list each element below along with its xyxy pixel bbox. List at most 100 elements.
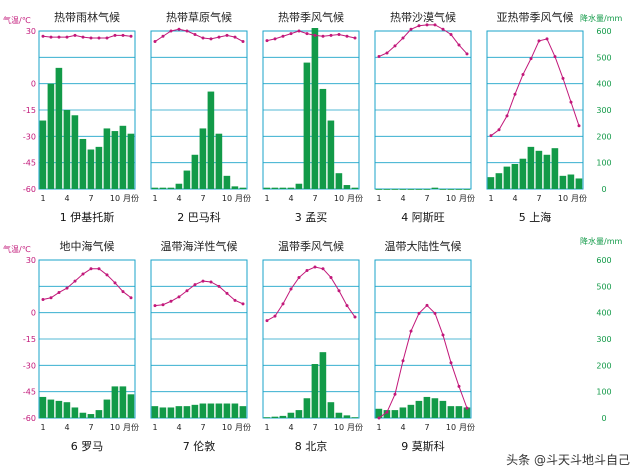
precip-bar [215, 403, 223, 418]
month-tick: 10 [222, 423, 232, 432]
temp-point [545, 37, 549, 41]
temp-point [465, 406, 469, 410]
temp-point [521, 72, 525, 76]
precip-bar [95, 410, 103, 418]
temp-point [73, 279, 77, 283]
panel-title: 热带草原气候 [166, 10, 232, 24]
temp-point [89, 267, 93, 271]
precip-bar [271, 416, 279, 418]
climate-panel-4: 热带沙漠气候 4 阿斯旺 1 4 7 10 月份 [374, 10, 475, 224]
temp-point [265, 319, 269, 323]
month-tick: 1 [152, 194, 157, 203]
precip-tick: 100 [596, 159, 611, 168]
temp-point [321, 267, 325, 271]
month-tick: 1 [376, 194, 381, 203]
precip-bar [127, 133, 135, 189]
temp-point [513, 92, 517, 96]
climate-panel-1: 热带雨林气候 1 伊基托斯 1 4 7 10 月份 [38, 10, 139, 224]
precip-bar [519, 158, 527, 189]
temp-line [154, 280, 244, 307]
temp-point [409, 329, 413, 333]
temp-tick: 30 [26, 256, 36, 265]
temp-axis-unit: 气温/℃ [3, 244, 31, 254]
precip-bar [287, 187, 295, 189]
temp-point [201, 279, 205, 283]
precip-axis-unit: 降水量/mm [580, 13, 622, 23]
temp-point [273, 37, 277, 41]
temp-point [241, 40, 245, 44]
precip-bar [391, 410, 399, 418]
precip-bar [567, 174, 575, 189]
precip-bar [79, 138, 87, 189]
precip-bar [311, 364, 319, 418]
precip-bar [447, 406, 455, 418]
precip-bar [351, 187, 359, 189]
precip-bar [215, 133, 223, 189]
precip-bar [335, 412, 343, 418]
temp-point [97, 36, 101, 40]
precip-bar [503, 166, 511, 189]
watermark: 头条 @斗天斗地斗自己 [506, 453, 630, 467]
precip-tick: 500 [596, 282, 611, 291]
temp-point [577, 124, 581, 128]
temp-point [561, 76, 565, 80]
month-tick: 7 [312, 423, 317, 432]
precip-bar [39, 120, 47, 189]
precip-bar [263, 417, 271, 419]
temp-tick: -45 [23, 159, 36, 168]
precip-bar [295, 410, 303, 418]
precip-bar [71, 115, 79, 189]
temp-point [177, 27, 181, 31]
temp-point [353, 315, 357, 319]
precip-bar [47, 399, 55, 418]
temp-tick: -60 [23, 185, 36, 194]
precip-bar [231, 403, 239, 418]
panel-label: 6 罗马 [71, 440, 104, 453]
precip-bar [543, 154, 551, 189]
temp-line [378, 24, 468, 57]
month-tick: 1 [376, 423, 381, 432]
temp-point [569, 100, 573, 104]
precip-bar [343, 415, 351, 418]
temp-point [385, 410, 389, 414]
temp-point [385, 51, 389, 55]
precip-bar [127, 394, 135, 418]
month-unit: 月份 [571, 193, 587, 203]
panel-title: 温带大陆性气候 [385, 239, 462, 253]
month-unit: 月份 [347, 193, 363, 203]
precip-bar [223, 175, 231, 189]
panel-title: 热带沙漠气候 [390, 10, 456, 24]
precip-bar [423, 396, 431, 418]
precip-bar [375, 408, 383, 418]
temp-point [121, 33, 125, 37]
temp-point [185, 29, 189, 33]
panel-label: 9 莫斯科 [401, 439, 445, 453]
temp-point [233, 298, 237, 302]
month-tick: 4 [400, 194, 405, 203]
precip-bar [159, 187, 167, 189]
temp-point [297, 29, 301, 33]
precip-bar [199, 403, 207, 418]
temp-point [377, 416, 381, 420]
panel-title: 亚热带季风气候 [497, 10, 574, 24]
temp-point [465, 52, 469, 56]
precip-bar [71, 407, 79, 418]
panel-label: 8 北京 [295, 439, 328, 453]
month-tick: 10 [446, 194, 456, 203]
precip-bar [351, 417, 359, 419]
shared-axes: 气温/℃300-15-30-45-60气温/℃300-15-30-45-60降水… [3, 13, 622, 423]
precip-bar [191, 154, 199, 189]
month-tick: 7 [424, 194, 429, 203]
temp-point [393, 392, 397, 396]
panel-label: 1 伊基托斯 [60, 210, 115, 224]
temp-point [529, 57, 533, 61]
temp-point [449, 33, 453, 37]
precip-bar [87, 414, 95, 418]
temp-point [441, 333, 445, 337]
temp-point [505, 114, 509, 118]
temp-point [153, 304, 157, 308]
precip-bar [279, 415, 287, 418]
precip-bar [231, 186, 239, 189]
precip-bar [319, 88, 327, 189]
precip-bar [207, 91, 215, 189]
